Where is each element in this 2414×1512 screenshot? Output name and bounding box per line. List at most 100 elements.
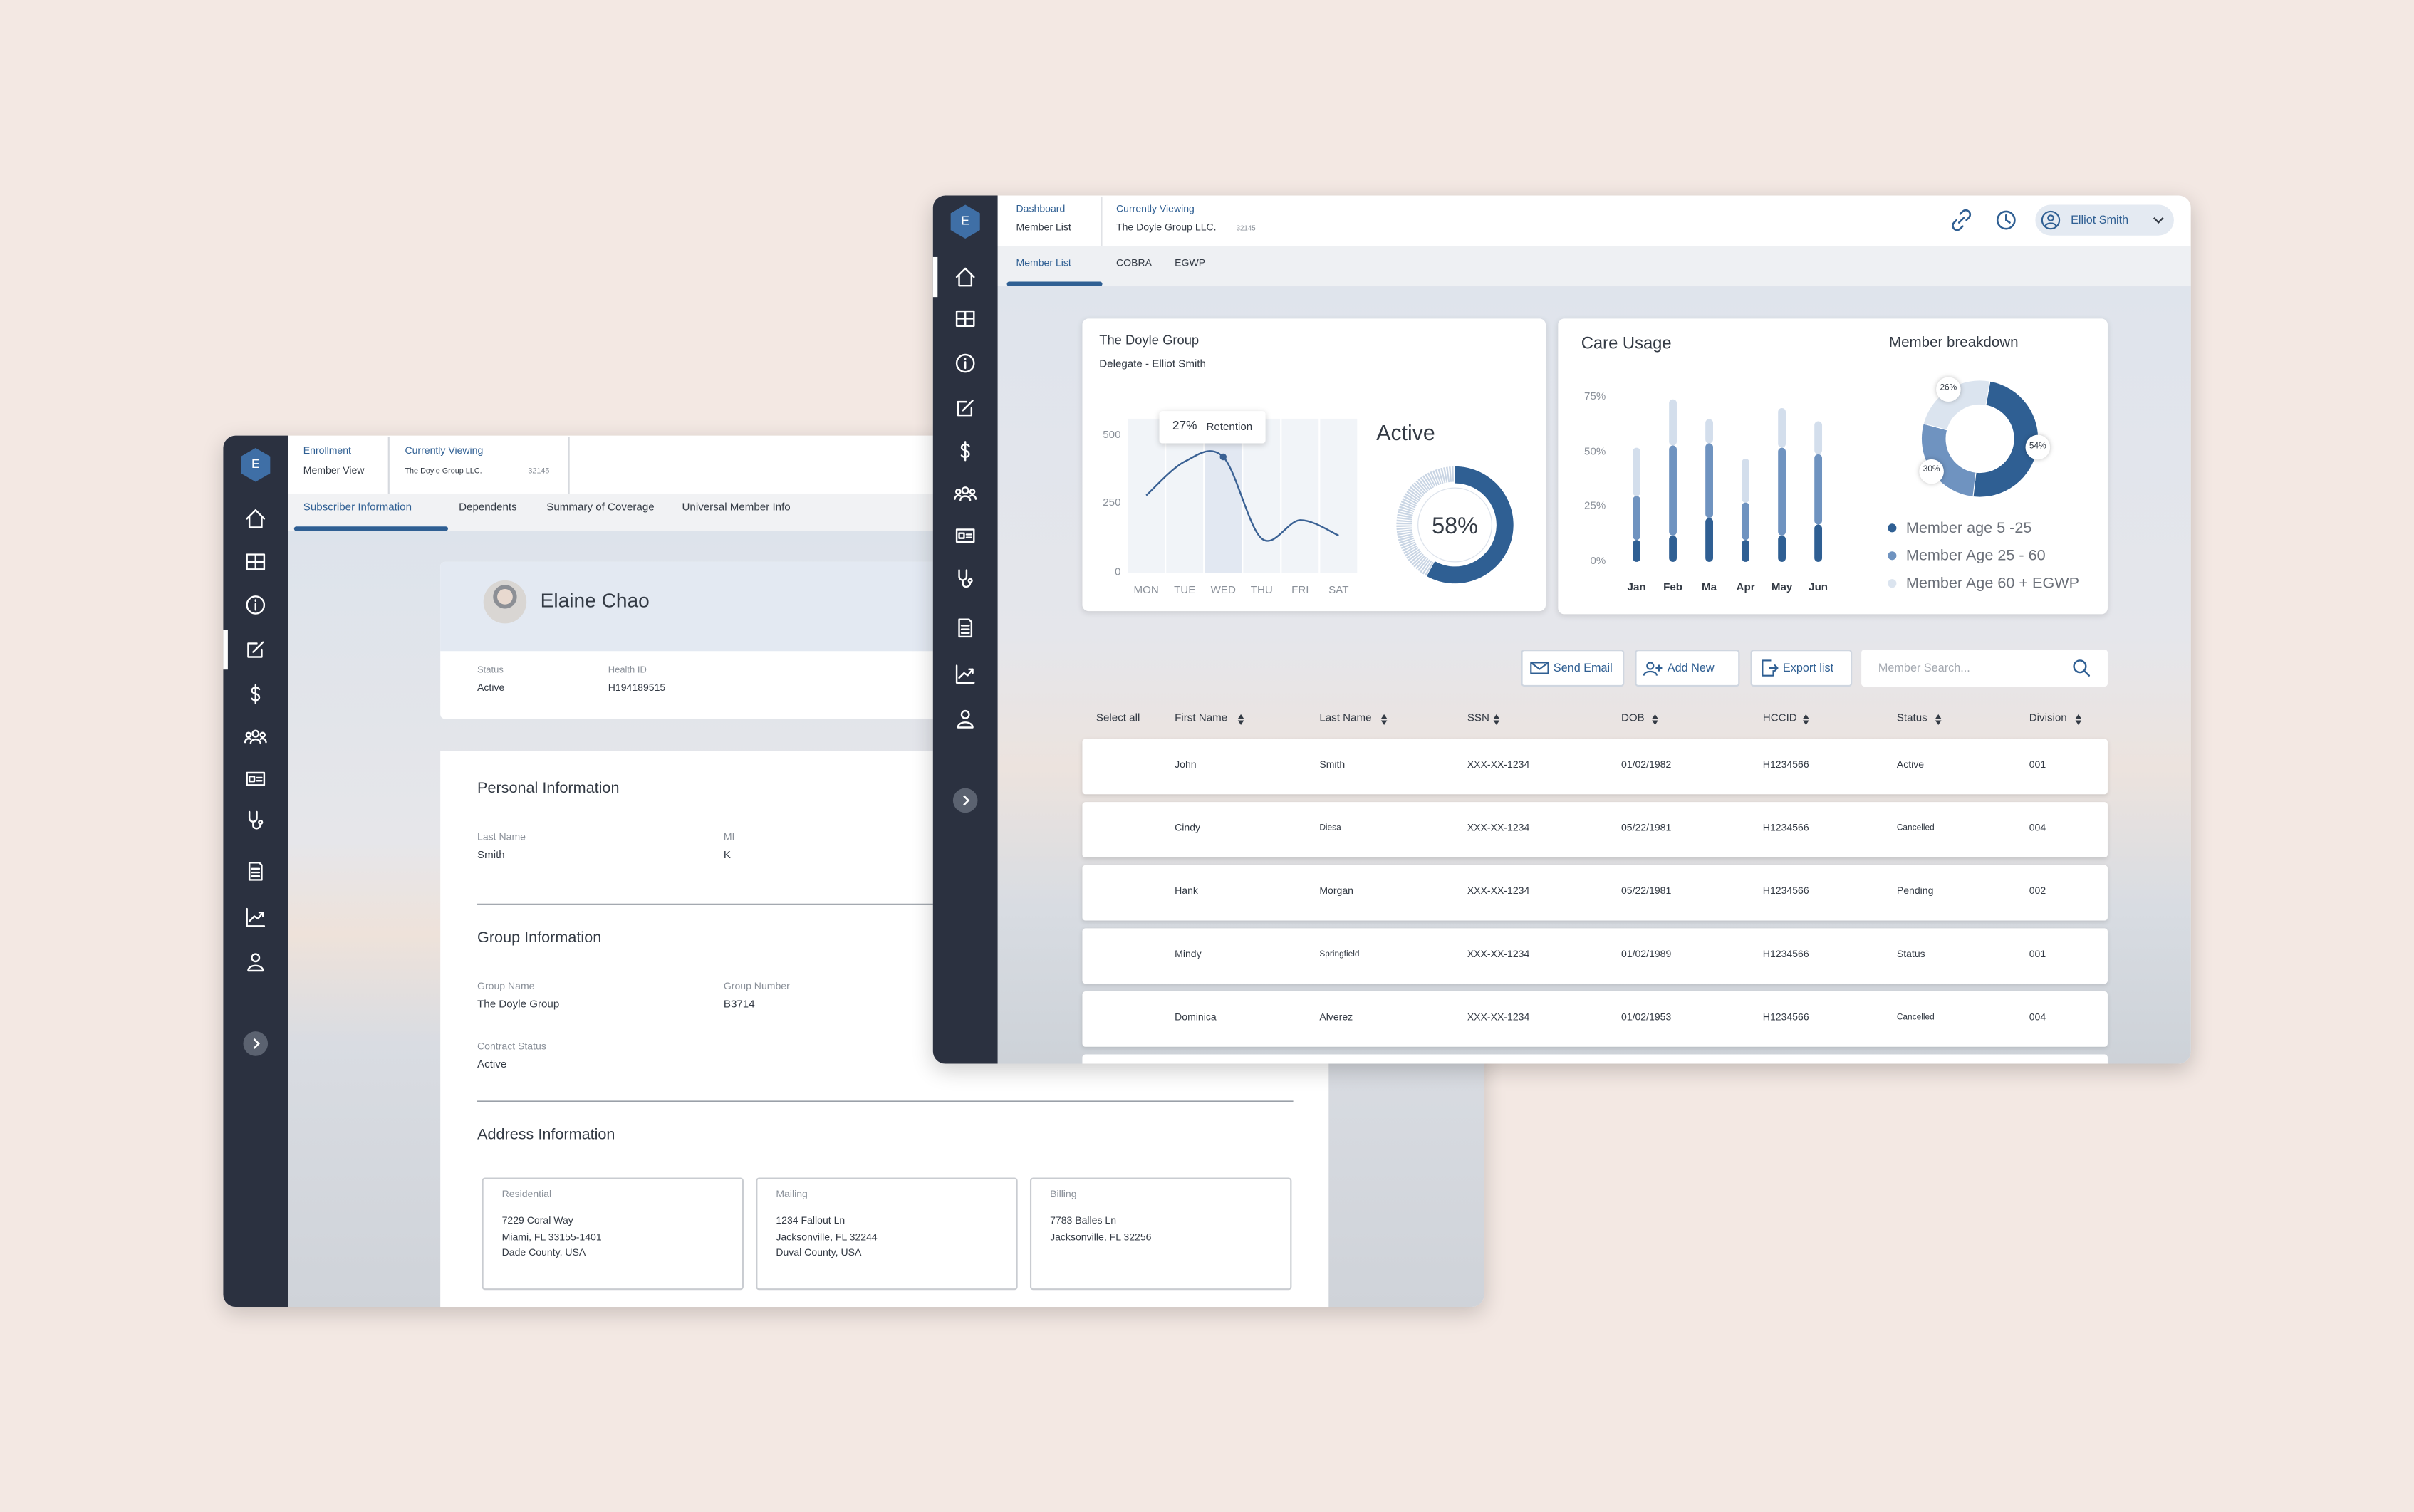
x-tick-label: Feb	[1663, 583, 1683, 594]
field-label: Group Number	[723, 981, 790, 993]
nav-icon[interactable]	[953, 566, 978, 591]
tab[interactable]: COBRA	[1116, 258, 1152, 269]
table-cell: H1234566	[1762, 1012, 1809, 1023]
table-cell: Springfield	[1319, 950, 1360, 960]
table-cell: 001	[2029, 760, 2046, 771]
field-label: Status	[477, 666, 504, 676]
label: Member View	[303, 466, 365, 477]
x-tick-label: Jun	[1809, 583, 1828, 594]
table-row[interactable]	[1082, 865, 2108, 921]
nav-icon[interactable]	[953, 265, 978, 290]
address-line: Jacksonville, FL 32244	[776, 1231, 878, 1243]
nav-icon[interactable]	[244, 593, 269, 617]
nav-icon[interactable]	[953, 662, 978, 687]
nav-icon[interactable]	[953, 707, 978, 731]
icon-shape	[957, 710, 974, 729]
tab[interactable]: EGWP	[1175, 258, 1206, 269]
dropdown-arrow	[2153, 217, 2164, 224]
nav-icon[interactable]	[244, 950, 269, 975]
table-cell: H1234566	[1762, 823, 1809, 834]
divider	[568, 437, 570, 494]
icon-shape	[957, 400, 974, 417]
tab[interactable]: Universal Member Info	[682, 502, 791, 513]
table-row[interactable]	[1082, 928, 2108, 984]
tab[interactable]: Member List	[1016, 258, 1071, 269]
tab[interactable]: Dependents	[459, 502, 517, 513]
icon-shape	[246, 771, 266, 786]
column-header[interactable]: Status	[1896, 713, 1927, 724]
table-row	[1082, 1054, 2108, 1064]
nav-icon[interactable]	[953, 523, 978, 548]
nav-icon[interactable]	[953, 306, 978, 331]
divider	[387, 437, 390, 494]
table-cell: 004	[2029, 1012, 2046, 1023]
nav-icon[interactable]	[953, 395, 978, 420]
select-all[interactable]: Select all	[1096, 713, 1140, 724]
sort-shape	[1237, 714, 1244, 726]
nav-icon[interactable]	[244, 682, 269, 707]
nav-icon[interactable]	[244, 550, 269, 575]
table-row[interactable]	[1082, 991, 2108, 1047]
nav-icon[interactable]	[953, 616, 978, 641]
table-cell: H1234566	[1762, 886, 1809, 897]
table-cell: Status	[1896, 949, 1925, 961]
label: 32145	[528, 466, 550, 476]
column-header[interactable]: DOB	[1620, 713, 1645, 724]
sort-arrows	[1652, 714, 1658, 726]
table-row[interactable]	[1082, 739, 2108, 795]
section-title: Personal Information	[477, 780, 620, 798]
nav-icon[interactable]	[953, 351, 978, 376]
table-cell: Cancelled	[1896, 1013, 1935, 1023]
icon-shape	[955, 528, 975, 543]
table-cell: XXX-XX-1234	[1467, 886, 1530, 897]
button-icon	[1762, 659, 1779, 677]
profile-name: Elaine Chao	[540, 588, 650, 612]
action-button[interactable]	[1750, 650, 1853, 687]
search-placeholder[interactable]: Member Search...	[1878, 660, 1970, 675]
button-label[interactable]: Add New	[1667, 660, 1715, 675]
column-header[interactable]: Division	[2029, 713, 2067, 724]
nav-icon[interactable]	[953, 439, 978, 464]
expand-button[interactable]	[952, 788, 978, 813]
nav-icon[interactable]	[953, 482, 978, 507]
logo-letter: E	[251, 457, 260, 471]
expand-button[interactable]	[243, 1031, 269, 1056]
nav-icon[interactable]	[244, 637, 269, 662]
sort-arrows	[1802, 714, 1809, 726]
label: Dashboard	[1016, 204, 1066, 216]
table-cell: 05/22/1981	[1620, 823, 1672, 834]
nav-icon[interactable]	[244, 859, 269, 884]
field-value: Active	[477, 683, 505, 694]
button-label[interactable]: Send Email	[1553, 660, 1613, 675]
label: Member List	[1016, 222, 1071, 234]
tab[interactable]: Subscriber Information	[303, 502, 412, 513]
table-row[interactable]	[1082, 802, 2108, 857]
search-box[interactable]	[1861, 650, 2108, 687]
nav-icon[interactable]	[244, 766, 269, 791]
column-header[interactable]: HCCID	[1762, 713, 1797, 724]
sort-arrows	[2075, 714, 2082, 726]
field-value: K	[723, 850, 731, 862]
nav-icon[interactable]	[244, 725, 269, 750]
chevron	[963, 795, 970, 806]
icon-shape	[954, 486, 977, 501]
column-header[interactable]: First Name	[1175, 713, 1228, 724]
tab-underline	[1006, 281, 1103, 287]
column-header[interactable]: Last Name	[1319, 713, 1372, 724]
nav-icon[interactable]	[244, 905, 269, 930]
nav-icon[interactable]	[244, 808, 269, 833]
user-menu[interactable]	[2035, 204, 2174, 236]
y-tick-label: 50%	[1584, 447, 1606, 458]
address-line: 7783 Balles Ln	[1050, 1215, 1117, 1227]
icon-shape	[248, 810, 264, 830]
icon-shape	[1996, 210, 2016, 230]
icon-shape	[1762, 659, 1779, 677]
button-label[interactable]: Export list	[1782, 660, 1834, 675]
segment-label: 54%	[2029, 441, 2046, 451]
active-indicator	[932, 256, 938, 298]
column-header[interactable]: SSN	[1467, 713, 1489, 724]
nav-icon[interactable]	[244, 506, 269, 531]
icon-shape	[1530, 662, 1549, 674]
tab[interactable]: Summary of Coverage	[546, 502, 655, 513]
